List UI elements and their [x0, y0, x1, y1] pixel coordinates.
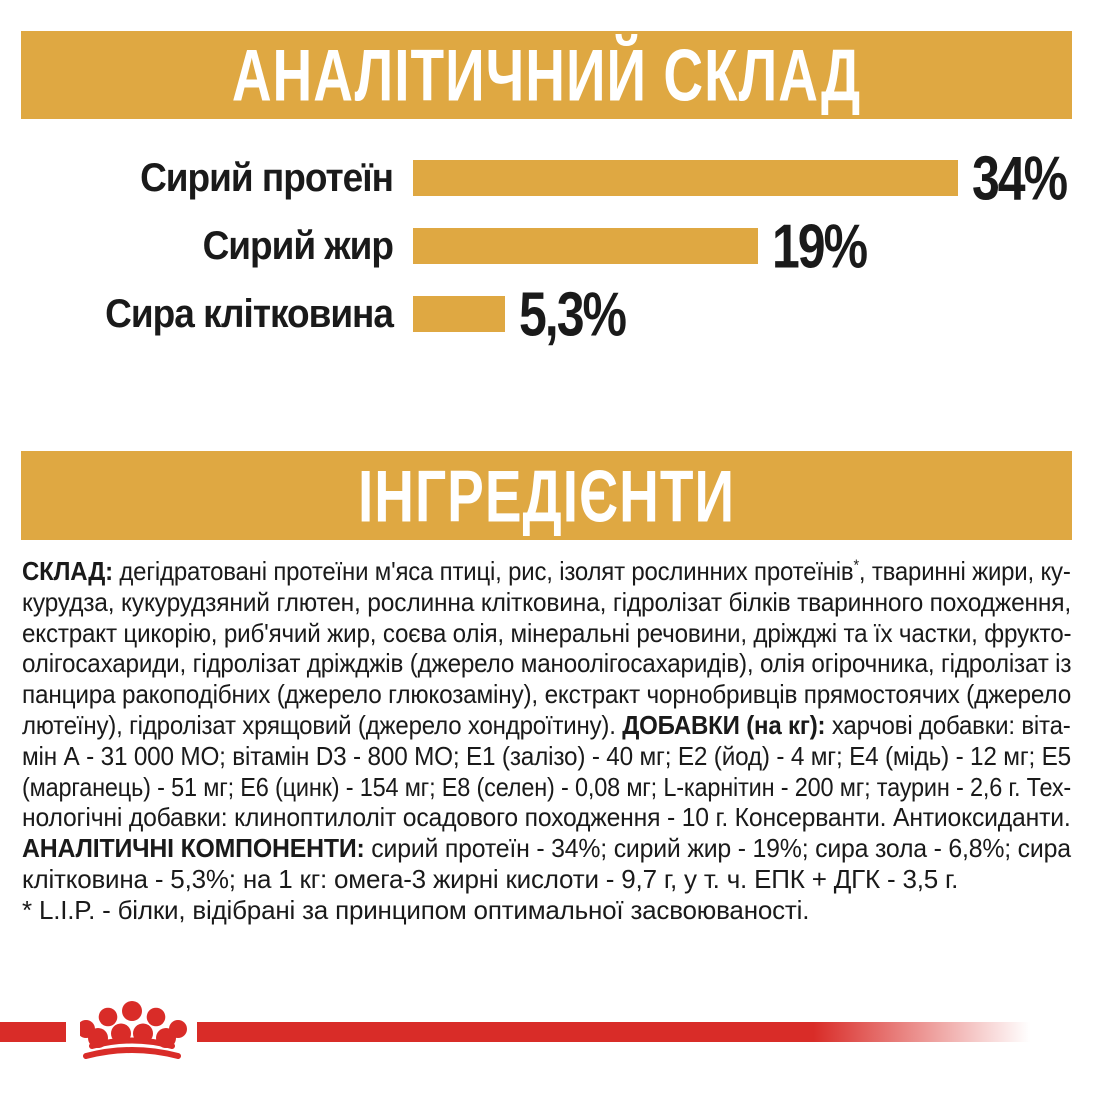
- chart-value-label: 19%: [772, 211, 868, 281]
- chart-category-label: Сирий протеїн: [140, 155, 394, 200]
- ingredients-line: клітковина - 5,3%; на 1 кг: омега-3 жирн…: [22, 863, 959, 894]
- ingredients-text-block: СКЛАД: дегідратовані протеїни м'яса птиц…: [22, 556, 1072, 926]
- royal-canin-crown-logo: [80, 1001, 187, 1059]
- ingredients-line: панцира ракоподібних (джерело глюкозамін…: [22, 679, 1072, 710]
- chart-category-label: Сира клітковина: [105, 291, 394, 336]
- ingredients-line: нологічні добавки: клиноптилоліт осадово…: [22, 802, 1071, 833]
- ingredients-line: лютеїну), гідролізат хрящовий (джерело х…: [22, 709, 1071, 740]
- ingredients-line: олігосахариди, гідролізат дріжджів (джер…: [22, 648, 1072, 679]
- chart-row: Сирий жир 19%: [0, 214, 1093, 279]
- ingredients-line: АНАЛІТИЧНІ КОМПОНЕНТИ: сирий протеїн - 3…: [22, 833, 1071, 864]
- ingredients-line: екстракт цикорію, риб'ячий жир, соєва ол…: [22, 617, 1072, 648]
- ingredients-line: СКЛАД: дегідратовані протеїни м'яса птиц…: [22, 556, 1071, 586]
- chart-bar: [413, 160, 958, 196]
- footer-red-line-left: [0, 1022, 66, 1042]
- ingredients-line: (марганець) - 51 мг; Е6 (цинк) - 154 мг;…: [22, 771, 1072, 802]
- chart-bar: [413, 296, 505, 332]
- footer-red-line-right: [197, 1022, 1030, 1042]
- ingredients-banner: ІНГРЕДІЄНТИ: [21, 451, 1072, 540]
- chart-category-label: Сирий жир: [202, 223, 394, 268]
- chart-bar: [413, 228, 758, 264]
- chart-value-label: 34%: [972, 143, 1068, 213]
- chart-row: Сирий протеїн 34%: [0, 146, 1093, 211]
- chart-row: Сира клітковина 5,3%: [0, 282, 1093, 347]
- analytical-composition-title: АНАЛІТИЧНИЙ СКЛАД: [231, 33, 862, 117]
- ingredients-line: мін А - 31 000 МО; вітамін D3 - 800 МО; …: [22, 740, 1071, 771]
- ingredients-line: * L.I.P. - білки, відібрані за принципом…: [22, 894, 810, 925]
- analytical-composition-banner: АНАЛІТИЧНИЙ СКЛАД: [21, 31, 1072, 119]
- ingredients-title: ІНГРЕДІЄНТИ: [358, 453, 735, 538]
- chart-value-label: 5,3%: [519, 279, 627, 349]
- ingredients-line: курудза, кукурудзяний глютен, рослинна к…: [22, 586, 1072, 617]
